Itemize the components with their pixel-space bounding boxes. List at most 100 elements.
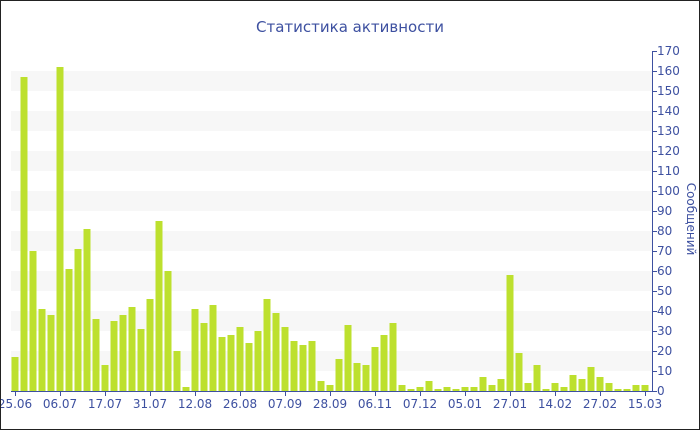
y-tick-label: 80 bbox=[657, 224, 672, 238]
bar bbox=[425, 381, 433, 391]
y-tick-label: 120 bbox=[657, 144, 680, 158]
bar bbox=[407, 389, 415, 391]
x-tick-label: 27.02 bbox=[583, 397, 617, 411]
y-tick-label: 140 bbox=[657, 104, 680, 118]
bar bbox=[245, 343, 253, 391]
bar bbox=[20, 77, 28, 391]
y-tick-label: 110 bbox=[657, 164, 680, 178]
y-tick-label: 160 bbox=[657, 64, 680, 78]
y-tick-label: 0 bbox=[657, 384, 665, 398]
grid-band bbox=[11, 231, 652, 251]
bar bbox=[569, 375, 577, 391]
bar bbox=[335, 359, 343, 391]
bar bbox=[299, 345, 307, 391]
x-tick-label: 27.01 bbox=[493, 397, 527, 411]
bar bbox=[578, 379, 586, 391]
bar bbox=[155, 221, 163, 391]
grid-band bbox=[11, 71, 652, 91]
bar bbox=[452, 389, 460, 391]
bar bbox=[353, 363, 361, 391]
x-tick-label: 07.09 bbox=[268, 397, 302, 411]
y-tick-label: 170 bbox=[657, 44, 680, 58]
bar bbox=[524, 383, 532, 391]
grid-band bbox=[11, 311, 652, 331]
bar bbox=[389, 323, 397, 391]
bar bbox=[596, 377, 604, 391]
bar bbox=[641, 385, 649, 391]
bar bbox=[434, 389, 442, 391]
bar bbox=[587, 367, 595, 391]
y-tick-label: 10 bbox=[657, 364, 672, 378]
bar bbox=[218, 337, 226, 391]
bar bbox=[443, 387, 451, 391]
x-tick-label: 26.08 bbox=[223, 397, 257, 411]
bar bbox=[551, 383, 559, 391]
bar bbox=[533, 365, 541, 391]
bar bbox=[623, 389, 631, 391]
chart-title: Статистика активности bbox=[256, 18, 444, 36]
grid-band bbox=[11, 111, 652, 131]
bar bbox=[254, 331, 262, 391]
bar bbox=[371, 347, 379, 391]
bar bbox=[74, 249, 82, 391]
bar bbox=[128, 307, 136, 391]
bar bbox=[560, 387, 568, 391]
bar bbox=[38, 309, 46, 391]
bar bbox=[137, 329, 145, 391]
y-axis-label: Сообщений bbox=[684, 183, 698, 256]
x-tick-label: 28.09 bbox=[313, 397, 347, 411]
bar bbox=[29, 251, 37, 391]
bar bbox=[65, 269, 73, 391]
x-tick-label: 07.12 bbox=[403, 397, 437, 411]
grid-band bbox=[11, 191, 652, 211]
x-tick-label: 25.06 bbox=[1, 397, 32, 411]
bar bbox=[470, 387, 478, 391]
bar bbox=[173, 351, 181, 391]
bar bbox=[236, 327, 244, 391]
bar bbox=[200, 323, 208, 391]
x-tick-label: 14.02 bbox=[538, 397, 572, 411]
bar bbox=[605, 383, 613, 391]
y-tick-label: 130 bbox=[657, 124, 680, 138]
bar bbox=[515, 353, 523, 391]
x-tick-label: 05.01 bbox=[448, 397, 482, 411]
bar bbox=[92, 319, 100, 391]
x-tick-label: 12.08 bbox=[178, 397, 212, 411]
bar bbox=[281, 327, 289, 391]
bar bbox=[362, 365, 370, 391]
bar bbox=[119, 315, 127, 391]
x-tick-label: 17.07 bbox=[88, 397, 122, 411]
bar bbox=[227, 335, 235, 391]
bar bbox=[11, 357, 19, 391]
x-tick-label: 31.07 bbox=[133, 397, 167, 411]
bar bbox=[83, 229, 91, 391]
y-tick-label: 30 bbox=[657, 324, 672, 338]
grid-band bbox=[11, 271, 652, 291]
bar bbox=[209, 305, 217, 391]
y-tick-label: 50 bbox=[657, 284, 672, 298]
x-tick-label: 15.03 bbox=[628, 397, 662, 411]
grid-band bbox=[11, 151, 652, 171]
bar bbox=[506, 275, 514, 391]
bar bbox=[380, 335, 388, 391]
bar bbox=[344, 325, 352, 391]
x-tick-label: 06.07 bbox=[43, 397, 77, 411]
y-tick-label: 150 bbox=[657, 84, 680, 98]
y-tick-label: 70 bbox=[657, 244, 672, 258]
bar bbox=[164, 271, 172, 391]
bar bbox=[263, 299, 271, 391]
bar bbox=[290, 341, 298, 391]
bar bbox=[191, 309, 199, 391]
x-tick-label: 06.11 bbox=[358, 397, 392, 411]
y-tick-label: 100 bbox=[657, 184, 680, 198]
bar bbox=[497, 379, 505, 391]
bar bbox=[461, 387, 469, 391]
bar bbox=[614, 389, 622, 391]
bar bbox=[542, 389, 550, 391]
y-tick-label: 60 bbox=[657, 264, 672, 278]
y-tick-label: 20 bbox=[657, 344, 672, 358]
bar bbox=[182, 387, 190, 391]
bar bbox=[398, 385, 406, 391]
bar bbox=[56, 67, 64, 391]
